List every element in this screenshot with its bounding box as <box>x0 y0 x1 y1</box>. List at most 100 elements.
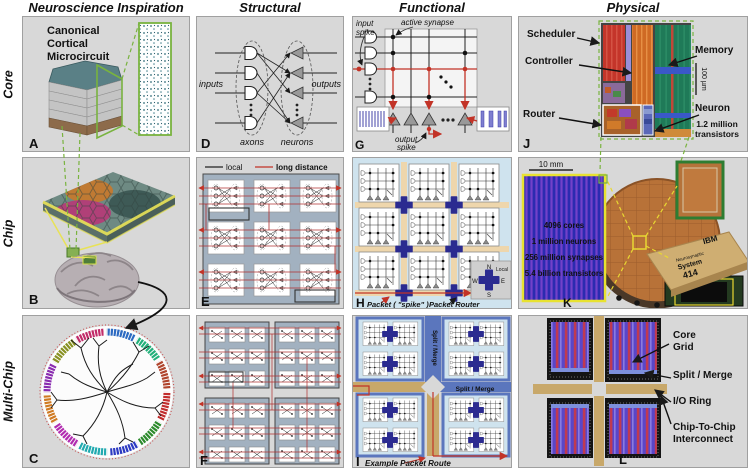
input-spike-arrow <box>357 36 365 66</box>
local-loop-1 <box>208 207 250 221</box>
panel-letter: I <box>356 454 360 467</box>
brain-illustration <box>54 252 140 308</box>
local-loop-2 <box>294 289 336 303</box>
scheduler-block <box>603 25 625 81</box>
column-header-structural: Structural <box>239 0 301 15</box>
panel-k-chip-physical: IBM Neurosynaptic System 414 4096 cores … <box>518 157 748 309</box>
panel-letter: A <box>29 136 39 151</box>
svg-text:5.4 billion transistors: 5.4 billion transistors <box>525 269 604 278</box>
packet-label: Packet ( "spike" ) <box>367 300 429 308</box>
connectome-ring <box>39 324 175 460</box>
panel-letter: J <box>523 136 530 151</box>
svg-text:Interconnect: Interconnect <box>673 434 734 445</box>
panel-e-chip-network: local long distance E <box>196 157 344 309</box>
neuron-ellipsis <box>441 118 455 122</box>
green-highlight-box <box>96 63 123 140</box>
panel-g-functional-crossbar: input spike active synapse output spike … <box>352 16 512 152</box>
axon-ellipsis <box>368 77 372 91</box>
panel-letter: B <box>29 292 38 307</box>
svg-text:Microcircuit: Microcircuit <box>47 51 110 63</box>
neuron-label: Neuron <box>695 103 730 114</box>
example-route-label: Example Packet Route <box>365 459 451 467</box>
memory-label: Memory <box>695 45 734 56</box>
router-label: Router <box>523 109 555 120</box>
panel-letter: K <box>563 296 572 308</box>
panel-letter: H <box>356 296 365 308</box>
legend-long-distance: long distance <box>276 163 328 172</box>
cortical-stack-illustration <box>48 22 172 140</box>
lidless-package <box>675 160 725 220</box>
svg-text:4096 cores: 4096 cores <box>544 221 585 230</box>
scale-bar-label: 100 µm <box>700 67 707 91</box>
ceramic-package: IBM Neurosynaptic System 414 <box>646 231 747 297</box>
chip-to-chip-label: Chip-To-Chip <box>673 422 736 433</box>
split-merge-label: Split / Merge <box>673 370 733 381</box>
panel-a-cortical-microcircuit: Canonical Cortical Microcircuit A <box>22 16 190 152</box>
svg-text:transistors: transistors <box>695 129 739 139</box>
panel-h-packet-routing: N S E W Local Packet ( "spike" ) Packet … <box>352 157 512 309</box>
core-grid-label: Core <box>673 330 696 341</box>
io-ring-label: I/O Ring <box>673 396 711 407</box>
svg-text:Canonical: Canonical <box>47 25 100 37</box>
panel-a-title: Canonical Cortical Microcircuit <box>47 25 110 63</box>
split-merge-label-h: Split / Merge <box>456 386 495 393</box>
column-header-neuroscience: Neuroscience Inspiration <box>28 0 184 15</box>
row-label-core: Core <box>1 70 16 99</box>
row-label-multichip: Multi-Chip <box>1 360 16 423</box>
panel-letter: F <box>200 453 208 467</box>
panel-letter: E <box>201 294 210 308</box>
connectome-tree <box>50 337 164 445</box>
panel-l-chip-to-chip: Core Grid Split / Merge I/O Ring Chip-To… <box>518 315 748 468</box>
svg-text:W: W <box>472 279 478 285</box>
core-die-photo <box>598 20 694 140</box>
panel-f-multichip-network: F <box>196 315 344 468</box>
neuron-triangles <box>385 112 473 126</box>
scale-bar-label: 10 mm <box>539 160 564 169</box>
controller-label: Controller <box>525 56 573 67</box>
svg-text:spike: spike <box>397 143 416 151</box>
packet-router-label: Packet Router <box>429 300 481 308</box>
column-header-physical: Physical <box>606 0 660 15</box>
panel-letter: L <box>619 452 627 467</box>
legend-local: local <box>226 163 243 172</box>
long-distance-wires <box>198 185 342 289</box>
outputs-label: outputs <box>311 79 341 89</box>
input-spike-label: input <box>356 19 374 28</box>
wafer-die-highlight <box>632 235 647 250</box>
svg-text:Cortical: Cortical <box>47 38 88 50</box>
example-packet-route <box>353 385 509 461</box>
svg-text:414: 414 <box>682 267 699 281</box>
panel-j-core-die: Scheduler Controller Memory Router Neuro… <box>518 16 748 152</box>
zoom-callout-lines <box>606 179 678 299</box>
row-label-chip: Chip <box>1 219 16 248</box>
svg-text:S: S <box>487 293 491 299</box>
axon-nodes <box>364 30 377 104</box>
scheduler-label: Scheduler <box>527 29 575 40</box>
neurons-label: neurons <box>281 137 314 147</box>
cortical-stain-strip <box>138 22 172 136</box>
active-synapse-dots <box>356 66 468 72</box>
local-loop <box>208 371 244 383</box>
center-junction <box>421 375 445 399</box>
spike-waveform-inset-right <box>476 106 510 132</box>
transistor-count: 1.2 million <box>696 119 738 129</box>
spike-waveform-inset-left <box>356 106 390 132</box>
panel-letter: D <box>201 136 210 151</box>
panel-b-brain-chip: B <box>22 157 190 309</box>
bipartite-network <box>215 40 337 136</box>
panel-d-structural-core: inputs outputs axons neurons D <box>196 16 344 152</box>
chip-die-photo: 4096 cores 1 million neurons 256 million… <box>521 173 608 303</box>
svg-text:1 million neurons: 1 million neurons <box>532 237 597 246</box>
svg-text:spike: spike <box>356 28 375 37</box>
synapse-dots <box>390 34 468 100</box>
split-merge-label-v: Split / Merge <box>431 330 437 366</box>
active-synapse-label: active synapse <box>401 18 454 27</box>
panel-c-connectome: C <box>22 315 190 468</box>
svg-text:Local: Local <box>496 267 508 273</box>
axons-label: axons <box>240 137 265 147</box>
output-spike-arrow <box>428 129 443 139</box>
panel-letter: G <box>355 138 364 151</box>
svg-text:IBM: IBM <box>702 234 719 247</box>
compass-inset: N S E W Local <box>470 260 511 300</box>
svg-text:E: E <box>501 279 505 285</box>
